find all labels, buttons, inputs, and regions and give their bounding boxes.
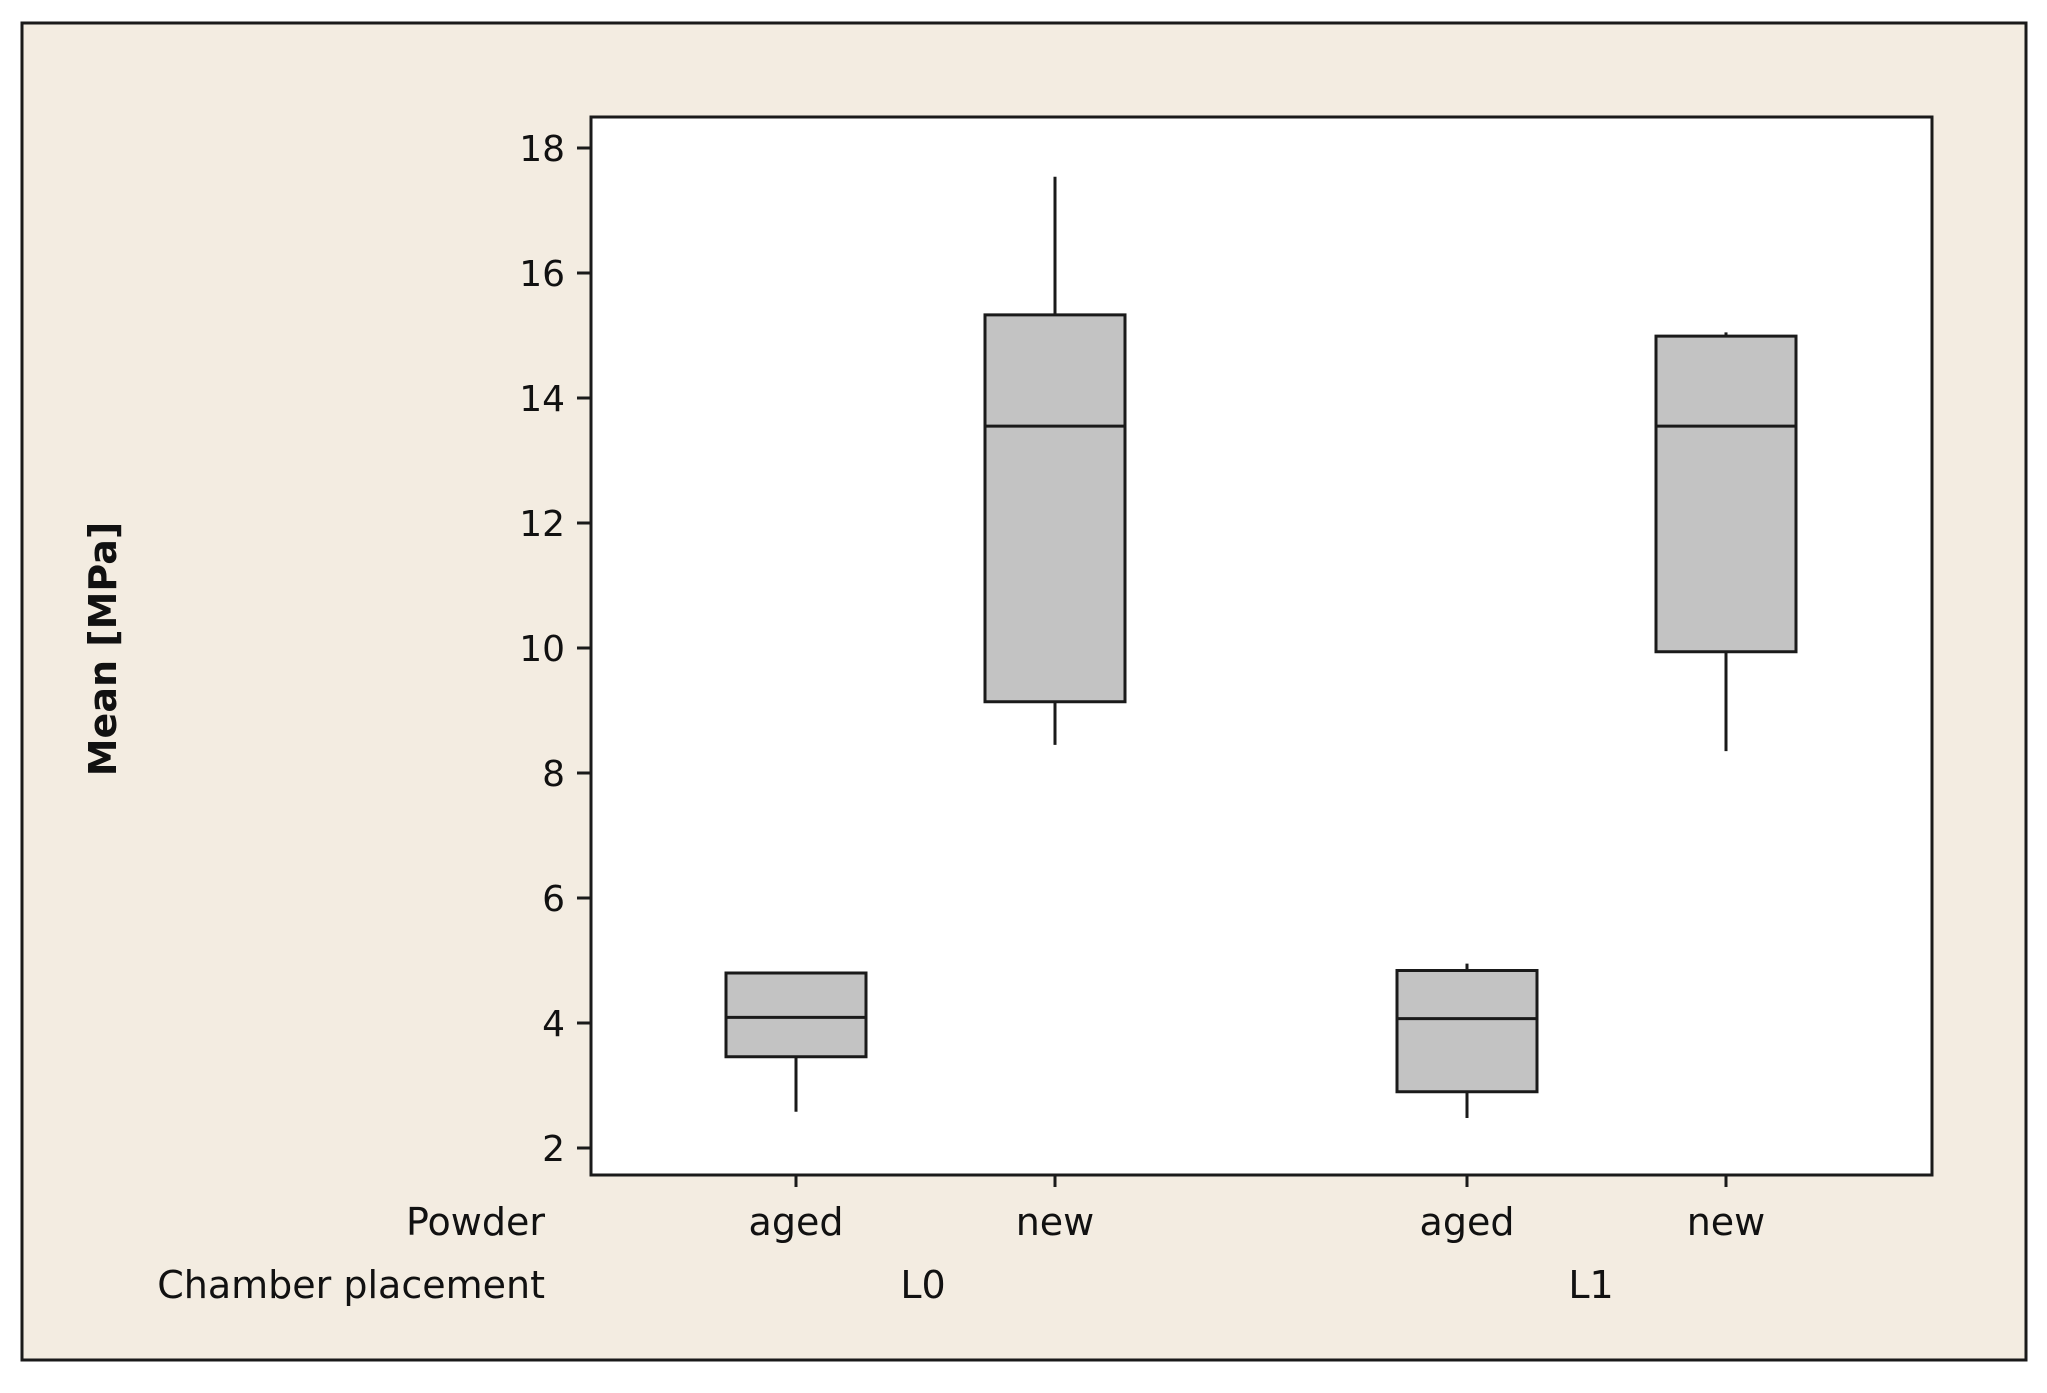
box-L1-aged <box>1395 963 1539 1118</box>
x-factor-label: Chamber placement <box>157 1263 545 1307</box>
x-axis-labels: aged new aged new L0 L1 Powder Chamber placemen… <box>157 1175 1765 1307</box>
y-tick-label: 18 <box>519 129 565 170</box>
x-category-label: aged <box>1420 1200 1515 1244</box>
iqr-box <box>983 313 1127 704</box>
y-tick-label: 8 <box>542 754 565 795</box>
box-L1-new <box>1654 332 1798 752</box>
y-tick-label: 6 <box>542 879 565 920</box>
x-category-label: new <box>1687 1200 1766 1244</box>
y-tick-label: 10 <box>519 629 565 670</box>
x-category-label: new <box>1016 1200 1095 1244</box>
box-L0-aged <box>724 971 868 1112</box>
box-L0-new <box>983 176 1127 745</box>
y-tick-label: 4 <box>542 1004 565 1045</box>
x-category-label: aged <box>749 1200 844 1244</box>
boxes <box>724 176 1798 1118</box>
y-tick-label: 14 <box>519 379 565 420</box>
y-tick-label: 16 <box>519 254 565 295</box>
x-factor-label: Powder <box>406 1200 545 1244</box>
y-axis-label: Mean [MPa] <box>81 522 125 777</box>
iqr-box <box>724 971 868 1059</box>
group-label: L0 <box>900 1263 945 1307</box>
iqr-box <box>1395 969 1539 1094</box>
iqr-box <box>1654 334 1798 654</box>
y-axis: 2 4 6 8 10 12 14 16 18 <box>519 129 591 1170</box>
group-label: L1 <box>1568 1263 1613 1307</box>
y-tick-label: 2 <box>542 1129 565 1170</box>
y-tick-label: 12 <box>519 504 565 545</box>
